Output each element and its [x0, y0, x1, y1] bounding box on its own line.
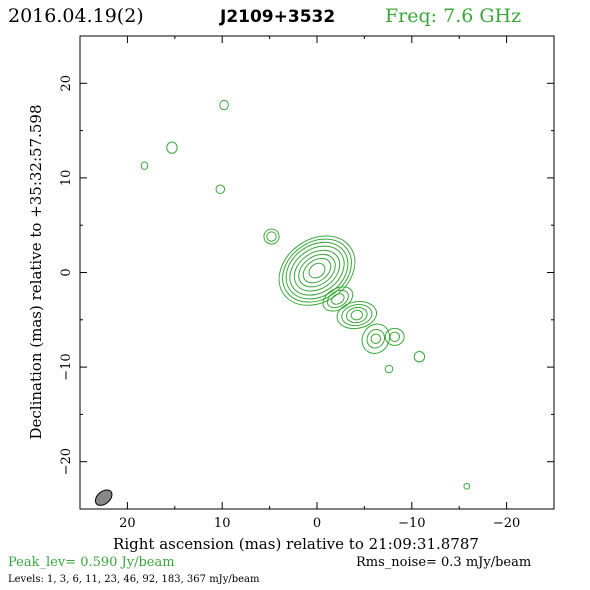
- contour-jet1: [326, 289, 349, 309]
- contour-knot-east: [266, 231, 277, 242]
- contour-jet1: [331, 293, 345, 305]
- y-tick-label: 0: [59, 268, 74, 276]
- contour-jet2: [336, 301, 378, 330]
- x-tick-label: −20: [493, 516, 520, 531]
- contour-core: [293, 249, 341, 292]
- contour-jet2: [350, 309, 363, 321]
- x-tick-label: −10: [398, 516, 425, 531]
- contour-jet3: [370, 333, 382, 344]
- contour-layer: [94, 99, 471, 506]
- contour-blob-g: [463, 482, 471, 490]
- beam-ellipse: [94, 489, 113, 506]
- contour-levels: Levels: 1, 3, 6, 11, 23, 46, 92, 183, 36…: [8, 574, 260, 585]
- y-tick-label: 20: [59, 75, 74, 92]
- axis-ticks: 20 10 0 −10 −20 20 10 0 −10 −20: [59, 35, 555, 531]
- frequency-label: Freq: 7.6 GHz: [385, 5, 521, 27]
- source-name: J2109+3532: [219, 7, 335, 27]
- y-tick-label: −10: [59, 353, 74, 380]
- y-tick-label: −20: [59, 448, 74, 475]
- contour-core: [308, 262, 326, 279]
- contour-blob-a: [166, 141, 178, 154]
- contour-core: [302, 257, 332, 284]
- plot-frame: [79, 35, 555, 510]
- contour-jet4: [384, 327, 405, 346]
- x-tick-label: 0: [313, 516, 321, 531]
- contour-blob-b: [219, 99, 229, 111]
- observation-date: 2016.04.19(2): [8, 5, 144, 27]
- contour-blob-d: [215, 184, 226, 195]
- contour-core: [282, 238, 352, 303]
- peak-level: Peak_lev= 0.590 Jy/beam: [8, 555, 175, 570]
- contour-core: [285, 241, 349, 300]
- contour-core: [278, 235, 356, 306]
- contour-blob-e: [413, 350, 426, 363]
- x-tick-label: 20: [119, 516, 136, 531]
- x-axis-label: Right ascension (mas) relative to 21:09:…: [113, 535, 479, 553]
- contour-jet3: [361, 323, 391, 354]
- contour-jet2: [345, 306, 368, 324]
- contour-core: [289, 245, 345, 296]
- contour-jet3: [366, 328, 386, 349]
- contour-knot-east: [263, 228, 280, 245]
- contour-jet2: [341, 303, 373, 327]
- y-tick-label: 10: [59, 170, 74, 187]
- x-tick-label: 10: [214, 516, 231, 531]
- contour-jet4: [389, 331, 400, 343]
- contour-blob-f: [384, 364, 394, 374]
- contour-blob-c: [140, 161, 149, 170]
- contour-core: [298, 253, 336, 288]
- y-axis-label: Declination (mas) relative to +35:32:57.…: [27, 104, 45, 439]
- rms-noise: Rms_noise= 0.3 mJy/beam: [356, 555, 531, 570]
- contour-jet1: [322, 286, 354, 312]
